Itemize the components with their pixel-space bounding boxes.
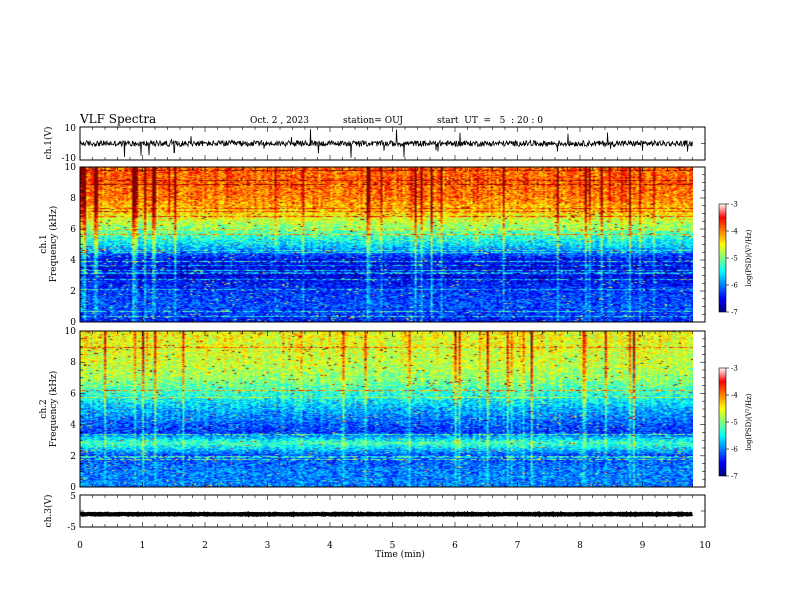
time-axis-ticks: 0 1 2 3 4 5 6 7 8 9 10 [77,126,711,551]
ch2-spectrogram-ylabel-frequency: Frequency (kHz) [48,371,59,448]
ch1-colorbar-label: log(PSD)(V²/Hz) [745,229,753,286]
colorbar-tick-label: -4 [731,228,738,236]
freq-tick-label: 0 [70,318,76,328]
freq-tick-label: 2 [70,287,76,297]
freq-tick-label: 8 [70,194,76,204]
ch1-spectrogram-ylabel-channel: ch.1 [39,234,49,253]
freq-tick-label: 2 [70,452,76,462]
time-tick-label: 3 [265,541,271,551]
ch1-colorbar-gradient [719,204,726,312]
time-tick-label: 6 [452,541,458,551]
freq-tick-label: 6 [70,225,76,235]
ch2-freq-ticks: 0 2 4 6 8 10 [65,327,705,493]
ch2-colorbar-ticks: -3 -4 -5 -6 -7 [726,365,738,481]
ch2-colorbar-gradient [719,368,726,476]
ch2-spectrogram-panel: 0 2 4 6 8 10 ch.2 Frequency (kHz) [39,327,706,493]
ch3-waveform-ylabel: ch.3(V) [43,495,54,528]
header-station: station= OUJ [343,116,403,126]
time-tick-label: 10 [699,541,711,551]
freq-tick-label: 6 [70,389,76,399]
colorbar-tick-label: -7 [731,309,738,317]
freq-tick-label: 4 [70,421,76,431]
freq-tick-label: 10 [65,163,77,173]
time-tick-label: 0 [77,541,83,551]
ch1-colorbar: -3 -4 -5 -6 -7 log(PSD)(V²/Hz) [718,201,753,317]
ch3-ytick-top: 5 [70,492,76,502]
colorbar-tick-label: -6 [731,282,738,290]
ch2-colorbar-label: log(PSD)(V²/Hz) [745,393,753,450]
colorbar-tick-label: -7 [731,473,738,481]
ch1-waveform-trace [80,129,693,158]
figure-title: VLF Spectra [79,112,156,126]
freq-tick-label: 4 [70,256,76,266]
ch2-colorbar: -3 -4 -5 -6 -7 log(PSD)(V²/Hz) [718,365,753,481]
freq-tick-label: 0 [70,483,76,493]
ch2-spectrogram-ylabel-channel: ch.2 [39,399,49,418]
time-tick-label: 1 [140,541,146,551]
ch1-freq-ticks: 0 2 4 6 8 10 [65,163,705,328]
time-tick-label: 8 [577,541,583,551]
ch3-waveform-trace [79,510,693,518]
freq-tick-label: 10 [65,327,77,337]
time-axis-label: Time (min) [375,549,425,560]
ch1-colorbar-ticks: -3 -4 -5 -6 -7 [726,201,738,317]
ch1-waveform-panel: 10 -10 ch.1(V) [43,124,706,164]
time-tick-label: 4 [327,541,333,551]
ch1-waveform-ylabel: ch.1(V) [43,127,54,160]
colorbar-tick-label: -6 [731,446,738,454]
ch1-spectrogram-panel: 0 2 4 6 8 10 ch.1 Frequency (kHz) [39,163,706,328]
colorbar-tick-label: -5 [731,419,738,427]
ch1-ytick-top: 10 [65,124,77,134]
ch2-spectrogram-image [80,331,693,487]
ch3-ytick-bottom: -5 [67,523,76,533]
colorbar-tick-label: -4 [731,392,738,400]
header-date: Oct. 2 , 2023 [250,116,309,126]
ch1-spectrogram-ylabel-frequency: Frequency (kHz) [48,206,59,283]
ch1-spectrogram-image [80,167,693,322]
freq-tick-label: 8 [70,358,76,368]
time-tick-label: 2 [202,541,208,551]
header-start-time: start UT = 5 : 20 : 0 [437,116,543,126]
ch3-waveform-frame [79,494,706,528]
time-tick-label: 5 [390,541,396,551]
colorbar-tick-label: -5 [731,255,738,263]
time-tick-label: 7 [515,541,521,551]
ch3-waveform-panel: 5 -5 ch.3(V) [43,492,706,533]
time-tick-label: 9 [640,541,646,551]
colorbar-tick-label: -3 [731,201,738,209]
colorbar-tick-label: -3 [731,365,738,373]
ch1-ytick-bottom: -10 [62,154,77,164]
